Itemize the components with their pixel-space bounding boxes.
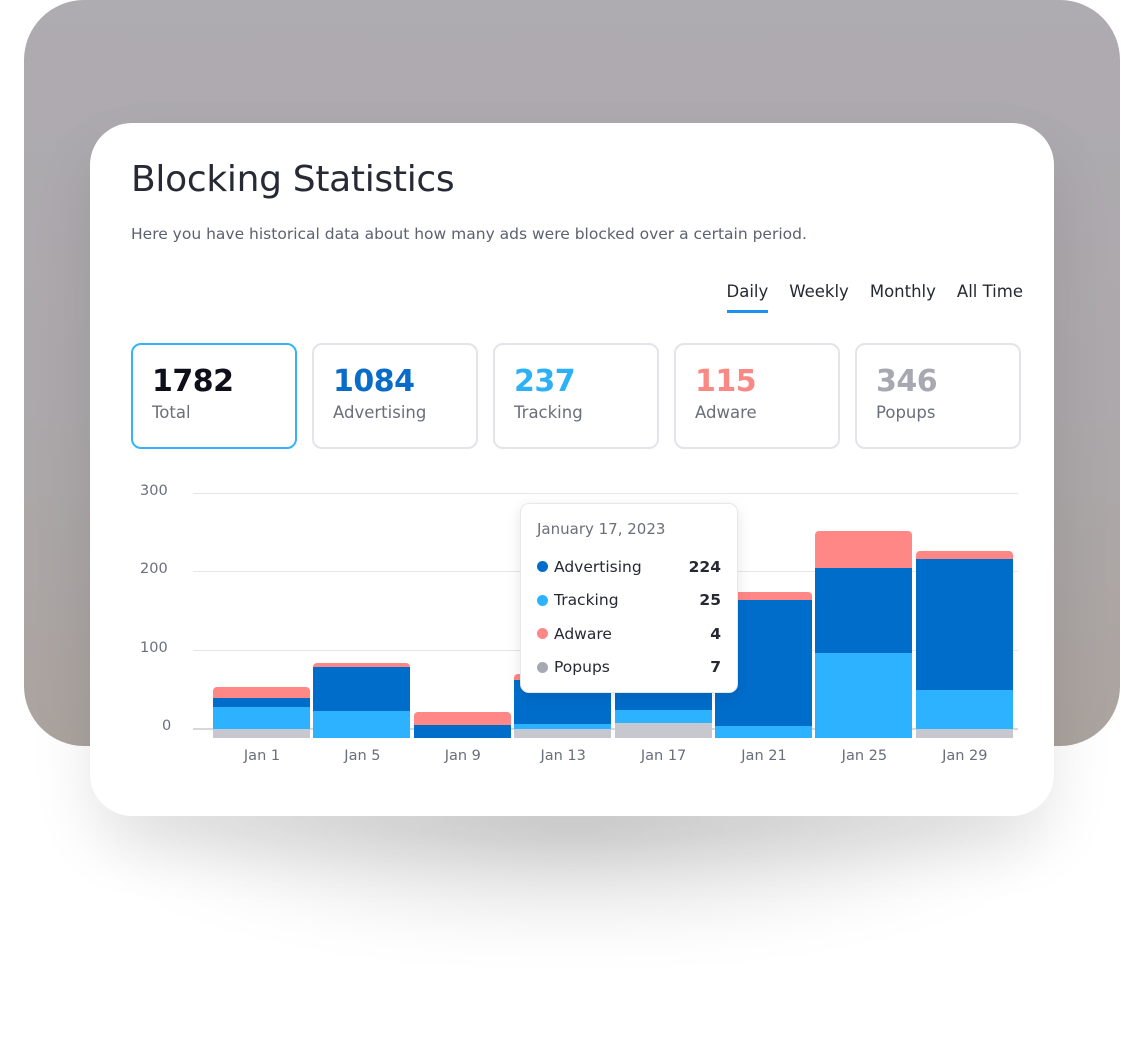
segment-adware <box>715 592 812 601</box>
segment-popups <box>915 728 1013 738</box>
segment-popups <box>213 728 310 738</box>
tooltip-label: Advertising <box>554 557 642 576</box>
tooltip-label: Tracking <box>554 591 619 610</box>
stat-value: 237 <box>514 364 576 399</box>
stat-value: 346 <box>876 364 938 399</box>
tooltip-row-advertising: Advertising 224 <box>537 550 721 584</box>
gridline <box>193 493 1018 494</box>
stat-label: Popups <box>876 403 936 422</box>
segment-advertising <box>413 724 511 738</box>
segment-advertising <box>313 666 411 711</box>
stat-label: Total <box>152 403 191 422</box>
y-tick-label: 0 <box>162 718 172 734</box>
x-tick-label: Jan 29 <box>942 748 988 764</box>
segment-popups <box>614 723 712 738</box>
stat-card-total[interactable]: 1782 Total <box>131 343 297 449</box>
y-tick-label: 100 <box>140 639 168 656</box>
tooltip-row-tracking: Tracking 25 <box>537 584 721 618</box>
stat-label: Tracking <box>514 403 583 422</box>
x-tick-label: Jan 17 <box>640 748 687 764</box>
segment-adware <box>915 550 1013 559</box>
tooltip-row-adware: Adware 4 <box>537 617 721 651</box>
tooltip-row-popups: Popups 7 <box>537 651 721 685</box>
stat-label: Advertising <box>333 403 427 422</box>
segment-adware <box>815 531 913 569</box>
x-axis: Jan 1 Jan 5 Jan 9 Jan 13 Jan 17 Jan 21 Jan 25 J… <box>213 748 1013 768</box>
tooltip-date: January 17, 2023 <box>537 520 666 538</box>
x-tick-label: Jan 25 <box>841 748 888 764</box>
tooltip-label: Popups <box>554 658 610 677</box>
bar-jan-25[interactable] <box>815 531 913 738</box>
stat-label: Adware <box>695 403 757 422</box>
x-tick-label: Jan 9 <box>444 748 481 764</box>
tooltip-value: 25 <box>699 591 721 610</box>
blocking-statistics-card: Blocking Statistics Here you have histor… <box>90 123 1054 816</box>
stat-cards: 1782 Total 1084 Advertising 237 Tracking… <box>131 343 1021 449</box>
tab-weekly[interactable]: Weekly <box>789 282 849 301</box>
segment-adware <box>213 687 310 699</box>
stat-value: 115 <box>695 364 757 399</box>
segment-adware <box>313 662 411 667</box>
y-tick-label: 200 <box>140 561 168 578</box>
y-tick-label: 300 <box>140 483 168 499</box>
advertising-dot-icon <box>537 561 548 573</box>
tooltip-value: 224 <box>688 557 721 576</box>
stat-card-popups[interactable]: 346 Popups <box>855 343 1021 449</box>
segment-advertising <box>213 698 310 708</box>
segment-tracking <box>313 710 411 738</box>
segment-tracking <box>915 690 1013 729</box>
stat-value: 1782 <box>152 364 234 399</box>
x-tick-label: Jan 5 <box>344 748 381 764</box>
segment-tracking <box>514 723 612 729</box>
segment-tracking <box>213 707 310 729</box>
segment-tracking <box>614 709 712 724</box>
tracking-dot-icon <box>537 594 548 606</box>
stat-card-adware[interactable]: 115 Adware <box>674 343 840 449</box>
tooltip-value: 4 <box>710 624 721 643</box>
x-tick-label: Jan 21 <box>741 748 787 764</box>
page-subtitle: Here you have historical data about how … <box>131 225 807 243</box>
stat-value: 1084 <box>333 364 415 399</box>
tooltip-label: Adware <box>554 624 612 643</box>
tooltip-value: 7 <box>710 658 721 677</box>
period-tabs: Daily Weekly Monthly All Time <box>726 281 1023 313</box>
segment-tracking <box>715 726 812 738</box>
x-tick-label: Jan 1 <box>243 748 281 764</box>
bar-jan-9[interactable] <box>413 712 511 738</box>
page-title: Blocking Statistics <box>131 159 455 200</box>
segment-popups <box>514 728 612 738</box>
tab-daily[interactable]: Daily <box>726 281 769 313</box>
bar-jan-29[interactable] <box>915 550 1013 738</box>
adware-dot-icon <box>537 628 548 640</box>
segment-advertising <box>815 568 913 653</box>
x-tick-label: Jan 13 <box>540 748 586 764</box>
segment-tracking <box>815 652 913 738</box>
stat-card-advertising[interactable]: 1084 Advertising <box>312 343 478 449</box>
bar-jan-5[interactable] <box>313 662 411 738</box>
chart-tooltip: January 17, 2023 Advertising 224 Trackin… <box>520 503 738 693</box>
segment-adware <box>413 712 511 725</box>
stat-card-tracking[interactable]: 237 Tracking <box>493 343 659 449</box>
bar-jan-1[interactable] <box>213 687 310 738</box>
tab-monthly[interactable]: Monthly <box>869 282 936 301</box>
popups-dot-icon <box>537 661 548 673</box>
tab-all-time[interactable]: All Time <box>956 282 1023 301</box>
segment-advertising <box>915 558 1013 691</box>
